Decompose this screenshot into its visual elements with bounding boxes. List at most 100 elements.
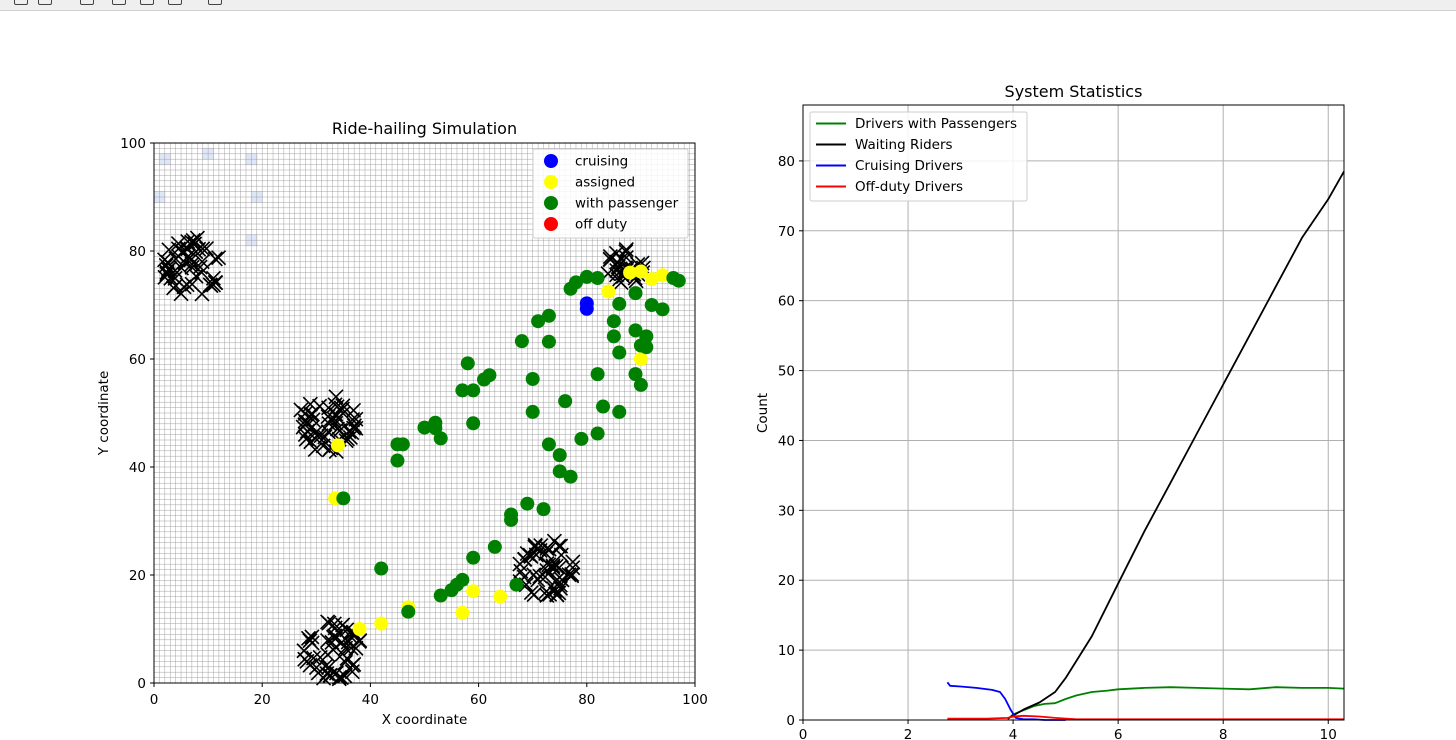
driver-with-passenger [633,377,648,392]
xtick-label: 60 [470,692,487,708]
waiting-rider-marker [549,587,565,603]
ytick-label: 20 [129,568,146,584]
save-icon[interactable] [208,0,222,5]
back-icon[interactable] [14,0,28,5]
driver-with-passenger [579,269,594,284]
waiting-rider-marker [618,244,634,260]
waiting-rider-marker [307,441,323,458]
driver-assigned [374,616,389,631]
driver-with-passenger [541,437,556,452]
waiting-rider-marker [170,241,186,257]
simulation-title: Ride-hailing Simulation [332,119,517,138]
legend-marker-with-passenger [544,196,558,210]
driver-with-passenger [541,308,556,323]
driver-with-passenger [606,314,621,329]
driver-with-passenger [390,453,405,468]
waiting-rider-marker [167,270,183,286]
driver-with-passenger [552,464,567,479]
ytick-label: 60 [778,294,795,310]
driver-with-passenger [536,502,551,517]
waiting-rider-marker [539,563,555,579]
waiting-rider-marker [304,406,321,422]
xtick-label: 80 [578,692,595,708]
waiting-rider-marker [320,614,336,630]
driver-with-passenger [504,512,519,527]
waiting-rider-marker [308,660,325,676]
driver-with-passenger [531,314,546,329]
driver-with-passenger [466,383,481,398]
driver-with-passenger [552,448,567,463]
waiting-rider-marker [207,274,223,291]
driver-assigned [601,284,616,299]
waiting-rider-marker [304,629,320,645]
waiting-rider-marker [322,667,338,683]
waiting-rider-marker [564,566,580,582]
waiting-rider-marker [613,251,630,267]
statistics-lines [946,170,1345,721]
waiting-rider-marker [194,264,210,280]
driver-with-passenger [644,298,659,312]
driver-cruising [579,301,594,316]
ytick-label: 50 [778,364,795,380]
statistics-ylabel: Count [755,393,771,433]
driver-assigned [633,264,648,279]
driver-with-passenger [428,421,443,436]
waiting-rider-marker [337,640,354,656]
configure-icon[interactable] [168,0,182,5]
driver-with-passenger [628,286,643,301]
driver-with-passenger [590,367,605,382]
driver-with-passenger [449,577,464,592]
ytick-label: 30 [778,503,795,519]
waiting-rider-marker [527,539,543,555]
driver-with-passenger [401,604,416,619]
driver-with-passenger [417,420,432,435]
waiting-rider-marker [561,567,577,583]
driver-with-passenger [520,496,535,511]
waiting-rider-marker [532,568,548,584]
ytick-label: 0 [786,713,795,729]
waiting-rider-marker [345,420,362,436]
waiting-rider-marker [160,262,176,278]
driver-assigned [633,352,648,366]
series-line-cruising-drivers [946,681,1066,721]
legend-label-off-duty: off duty [575,217,627,233]
waiting-rider-marker [345,402,362,418]
driver-with-passenger [596,399,611,414]
driver-with-passenger [460,356,475,371]
driver-with-passenger [639,340,654,355]
driver-with-passenger [395,437,410,452]
driver-assigned [644,272,659,287]
driver-with-passenger [466,550,481,565]
waiting-rider-marker [211,250,227,266]
forward-icon[interactable] [38,0,52,5]
driver-with-passenger [612,404,627,419]
simulation-legend: cruising assigned with passenger off dut… [532,148,689,239]
pan-icon[interactable] [80,0,94,5]
waiting-rider-marker [310,428,326,444]
xtick-label: 10 [1320,727,1337,740]
subplots-icon[interactable] [140,0,154,5]
driver-with-passenger [514,334,529,349]
ytick-label: 100 [120,136,146,152]
driver-with-passenger [671,273,686,288]
ytick-label: 40 [778,433,795,449]
driver-with-passenger [509,577,524,592]
legend-label-off-duty-drivers: Off-duty Drivers [855,179,963,195]
waiting-rider-marker [335,405,351,421]
waiting-rider-marker [198,241,215,257]
xtick-label: 8 [1219,727,1228,740]
waiting-rider-marker [293,402,309,418]
legend-label-drivers-with-passengers: Drivers with Passengers [855,116,1017,132]
waiting-rider-marker [565,560,581,576]
waiting-rider-marker [296,643,312,659]
xtick-label: 100 [682,692,708,708]
driver-with-passenger [574,431,589,446]
waiting-rider-marker [565,554,581,570]
zoom-icon[interactable] [112,0,126,5]
waiting-rider-marker [187,236,203,252]
waiting-rider-marker [553,538,569,554]
waiting-rider-marker [608,267,625,283]
statistics-axes: 0 2 4 6 8 10 0 10 20 30 40 50 60 70 80 System Statisti… [755,82,1345,740]
waiting-rider-marker [320,633,336,649]
